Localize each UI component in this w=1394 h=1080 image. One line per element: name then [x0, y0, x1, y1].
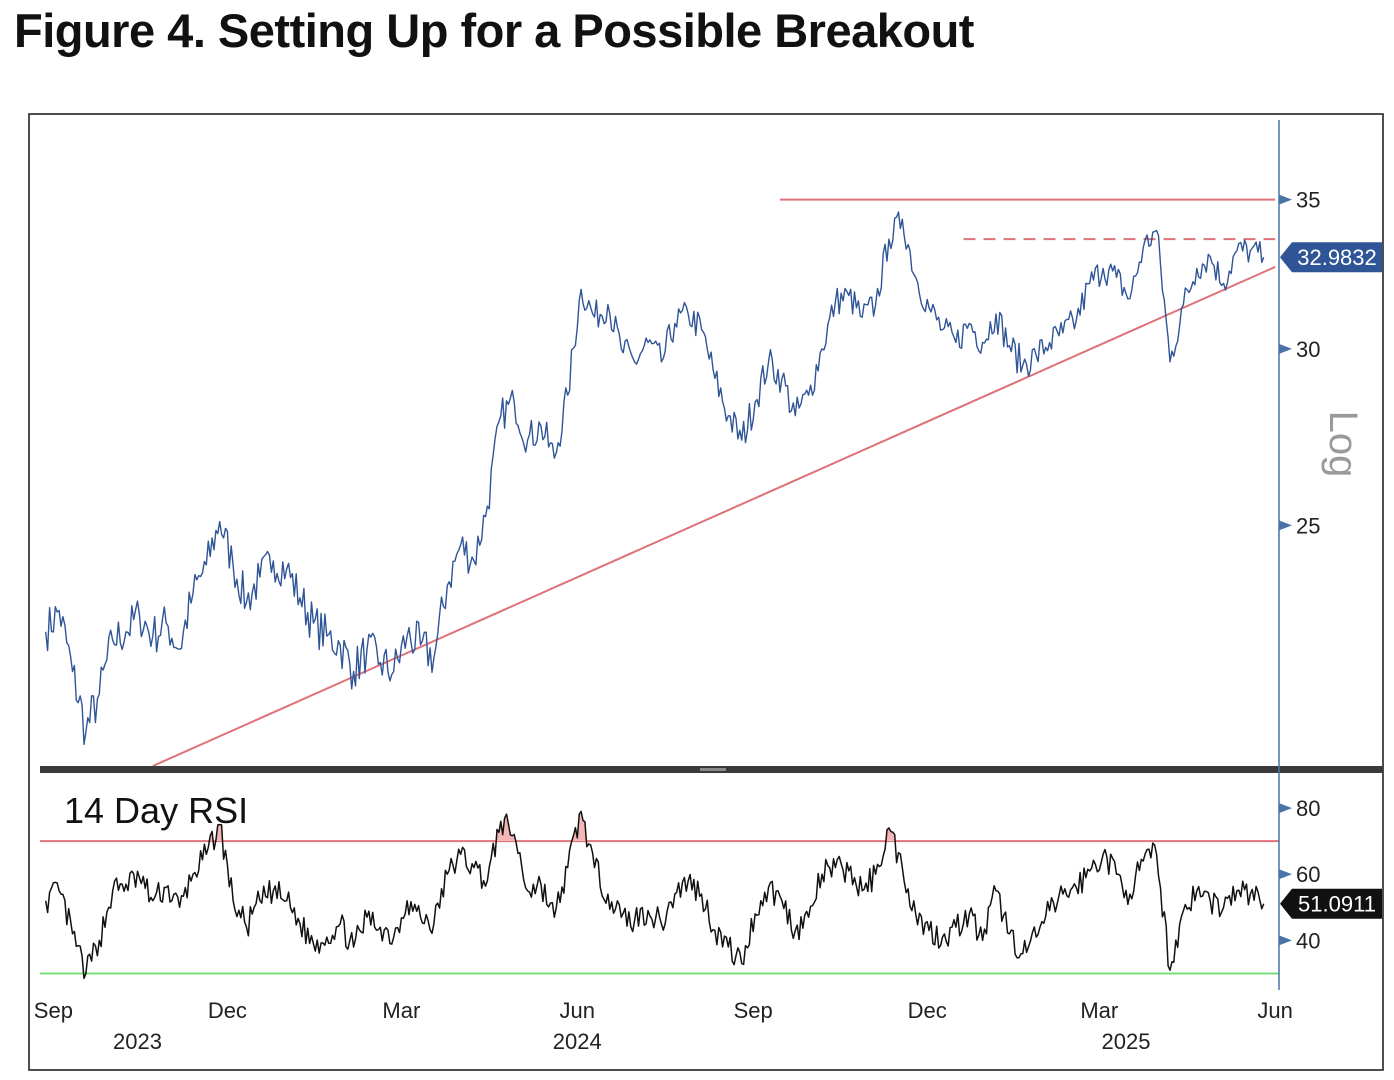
y-axis: Log 25 30 35 32.9832 40 60 80 51.0911 — [1278, 120, 1382, 990]
rsi-last-value-label: 51.0911 — [1298, 892, 1376, 917]
rsi-tick-label: 80 — [1296, 796, 1320, 821]
rsi-tick-mark — [1279, 869, 1292, 880]
rsi-tick-label: 40 — [1296, 928, 1320, 953]
x-month-label: Dec — [908, 998, 947, 1023]
price-series-line — [45, 211, 1265, 746]
price-tick-label: 25 — [1296, 513, 1320, 538]
log-scale-label: Log — [1321, 411, 1365, 478]
x-month-label: Jun — [560, 998, 595, 1023]
rsi-tick-label: 60 — [1296, 862, 1320, 887]
price-last-value-label: 32.9832 — [1297, 245, 1377, 270]
price-tick-mark — [1279, 343, 1292, 354]
figure-title: Figure 4. Setting Up for a Possible Brea… — [14, 4, 974, 57]
price-tick-mark — [1279, 194, 1292, 205]
x-year-label: 2024 — [553, 1029, 602, 1054]
x-month-label: Mar — [1080, 998, 1118, 1023]
x-month-label: Jun — [1257, 998, 1292, 1023]
price-tick-label: 35 — [1296, 188, 1320, 213]
x-month-label: Mar — [382, 998, 420, 1023]
price-last-value-tag — [1280, 242, 1382, 273]
rsi-tick-mark — [1279, 803, 1292, 814]
x-year-label: 2025 — [1102, 1029, 1151, 1054]
panel-divider-grip — [700, 768, 726, 771]
rsi-panel-label: 14 Day RSI — [64, 790, 248, 831]
rsi-last-value-tag — [1280, 888, 1382, 919]
x-month-label: Sep — [34, 998, 73, 1023]
x-month-label: Sep — [734, 998, 773, 1023]
rsi-series-line — [44, 810, 1265, 980]
rsi-tick-mark — [1279, 935, 1292, 946]
support-trendline — [152, 266, 1276, 767]
x-axis: Sep Dec Mar Jun Sep Dec Mar Jun 2023 2024 2025 — [34, 998, 1293, 1054]
x-year-label: 2023 — [113, 1029, 162, 1054]
x-month-label: Dec — [208, 998, 247, 1023]
rsi-panel: 14 Day RSI — [40, 790, 1279, 980]
price-tick-mark — [1279, 520, 1292, 531]
price-tick-label: 30 — [1296, 337, 1320, 362]
price-panel — [45, 198, 1276, 767]
